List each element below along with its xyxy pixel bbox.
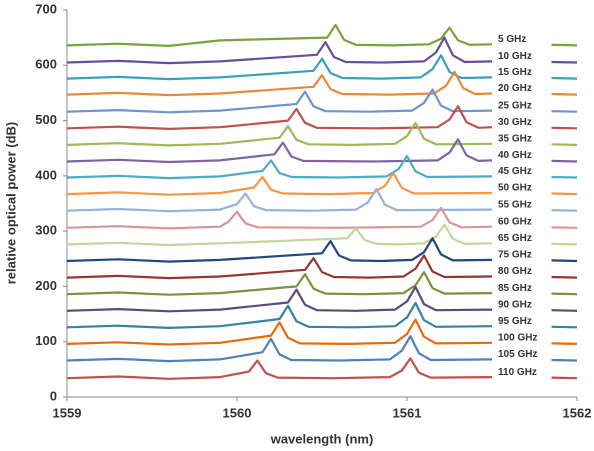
legend-label: 85 GHz: [498, 283, 532, 294]
y-tick-label: 500: [35, 112, 57, 127]
series-line: [66, 188, 578, 213]
y-tick-label: 300: [35, 223, 57, 238]
series-line: [66, 121, 578, 147]
legend-label: 105 GHz: [498, 349, 537, 360]
legend-label: 60 GHz: [498, 216, 532, 227]
series-line: [66, 70, 578, 97]
series-line: [66, 88, 578, 114]
x-tick-label: 1559: [53, 405, 82, 420]
y-tick-label: 600: [35, 57, 57, 72]
legend-label: 55 GHz: [498, 199, 532, 210]
series-line: [66, 105, 578, 130]
legend-label: 20 GHz: [498, 83, 532, 94]
legend-label: 100 GHz: [498, 333, 537, 344]
x-tick-label: 1561: [393, 405, 422, 420]
legend-label: 95 GHz: [498, 316, 532, 327]
series-line: [66, 54, 578, 81]
y-axis-title: relative optical power (dB): [3, 122, 18, 285]
y-tick-label: 200: [35, 278, 57, 293]
series-line: [66, 154, 578, 180]
legend-label: 25 GHz: [498, 100, 532, 111]
legend-label: 10 GHz: [498, 51, 532, 62]
legend-label: 45 GHz: [498, 166, 532, 177]
legend-label: 65 GHz: [498, 233, 532, 244]
series-line: [66, 301, 578, 329]
x-tick-label: 1560: [223, 405, 252, 420]
series-line: [66, 285, 578, 313]
legend-label: 80 GHz: [498, 266, 532, 277]
y-tick-label: 100: [35, 333, 57, 348]
x-tick-label: 1562: [563, 405, 592, 420]
series-line: [66, 254, 578, 280]
series-line: [66, 357, 578, 380]
legend-label: 35 GHz: [498, 134, 532, 145]
y-tick-label: 400: [35, 167, 57, 182]
legend-label: 30 GHz: [498, 117, 532, 128]
legend-label: 90 GHz: [498, 299, 532, 310]
y-tick-label: 0: [50, 388, 57, 403]
legend-label: 15 GHz: [498, 67, 532, 78]
series-line: [66, 335, 578, 363]
series-line: [66, 318, 578, 346]
y-tick-label: 700: [35, 1, 57, 16]
legend-label: 110 GHz: [498, 367, 537, 378]
series-line: [66, 36, 578, 65]
legend-label: 75 GHz: [498, 250, 532, 261]
series-line: [66, 138, 578, 164]
series-line: [66, 172, 578, 196]
series-line: [66, 237, 578, 263]
legend-label: 5 GHz: [498, 34, 526, 45]
series-line: [66, 23, 578, 47]
series-line: [66, 271, 578, 296]
legend-label: 50 GHz: [498, 183, 532, 194]
x-axis-title: wavelength (nm): [270, 431, 374, 446]
series-line: [66, 206, 578, 230]
legend-label: 40 GHz: [498, 150, 532, 161]
series-line: [66, 223, 578, 247]
